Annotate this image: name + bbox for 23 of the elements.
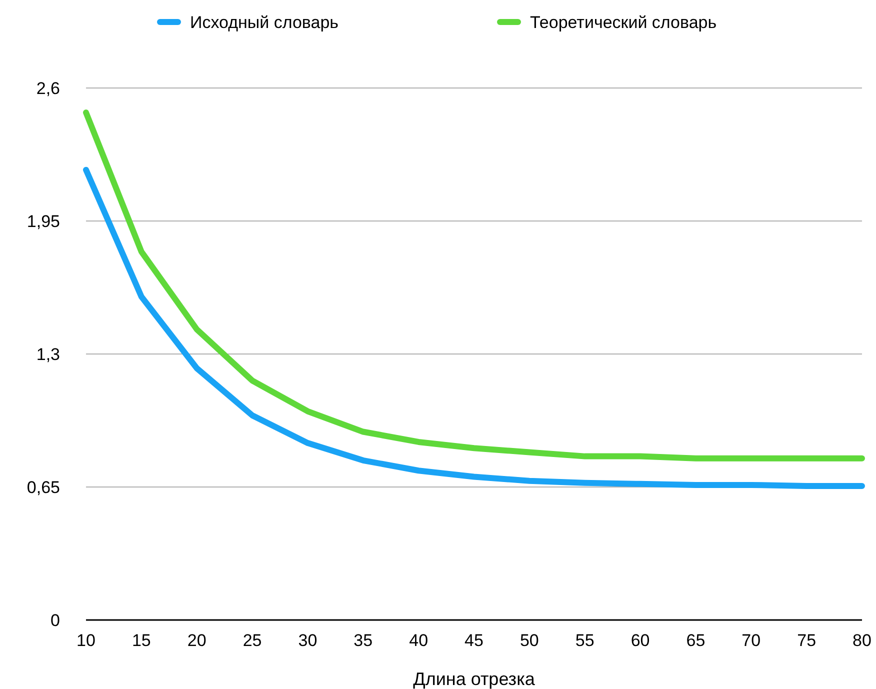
x-tick-label: 75 bbox=[797, 631, 816, 650]
legend-label: Теоретический словарь bbox=[530, 12, 717, 32]
x-tick-label: 40 bbox=[409, 631, 428, 650]
x-tick-label: 30 bbox=[298, 631, 318, 650]
y-tick-label: 1,3 bbox=[36, 344, 60, 364]
y-tick-label: 2,6 bbox=[36, 78, 60, 98]
x-tick-label: 65 bbox=[686, 631, 706, 650]
x-tick-label: 45 bbox=[464, 631, 484, 650]
x-tick-label: 60 bbox=[630, 631, 650, 650]
x-tick-label: 10 bbox=[76, 631, 96, 650]
y-tick-label: 0 bbox=[50, 610, 60, 630]
x-tick-label: 25 bbox=[242, 631, 262, 650]
x-tick-label: 80 bbox=[852, 631, 872, 650]
x-tick-label: 50 bbox=[520, 631, 539, 650]
y-tick-label: 0,65 bbox=[26, 478, 60, 497]
x-tick-label: 70 bbox=[742, 631, 761, 650]
x-tick-label: 35 bbox=[354, 631, 373, 650]
x-tick-label: 15 bbox=[132, 631, 151, 650]
x-tick-label: 20 bbox=[187, 631, 206, 650]
y-tick-label: 1,95 bbox=[26, 212, 60, 231]
legend-label: Исходный словарь bbox=[190, 12, 339, 32]
x-tick-label: 55 bbox=[575, 631, 594, 650]
x-axis-title: Длина отрезка bbox=[413, 669, 536, 689]
